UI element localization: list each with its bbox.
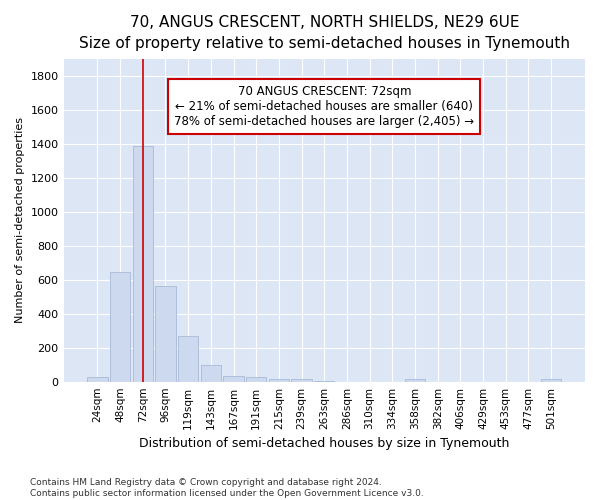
- Bar: [133, 146, 153, 382]
- Bar: [178, 336, 199, 382]
- Bar: [155, 286, 176, 382]
- Title: 70, ANGUS CRESCENT, NORTH SHIELDS, NE29 6UE
Size of property relative to semi-de: 70, ANGUS CRESCENT, NORTH SHIELDS, NE29 …: [79, 15, 570, 51]
- X-axis label: Distribution of semi-detached houses by size in Tynemouth: Distribution of semi-detached houses by …: [139, 437, 509, 450]
- Y-axis label: Number of semi-detached properties: Number of semi-detached properties: [15, 118, 25, 324]
- Bar: [292, 379, 312, 382]
- Bar: [314, 381, 334, 382]
- Bar: [246, 378, 266, 382]
- Text: Contains HM Land Registry data © Crown copyright and database right 2024.
Contai: Contains HM Land Registry data © Crown c…: [30, 478, 424, 498]
- Bar: [541, 379, 561, 382]
- Bar: [405, 378, 425, 382]
- Text: 70 ANGUS CRESCENT: 72sqm
← 21% of semi-detached houses are smaller (640)
78% of : 70 ANGUS CRESCENT: 72sqm ← 21% of semi-d…: [174, 85, 475, 128]
- Bar: [269, 378, 289, 382]
- Bar: [87, 376, 107, 382]
- Bar: [110, 272, 130, 382]
- Bar: [200, 364, 221, 382]
- Bar: [223, 376, 244, 382]
